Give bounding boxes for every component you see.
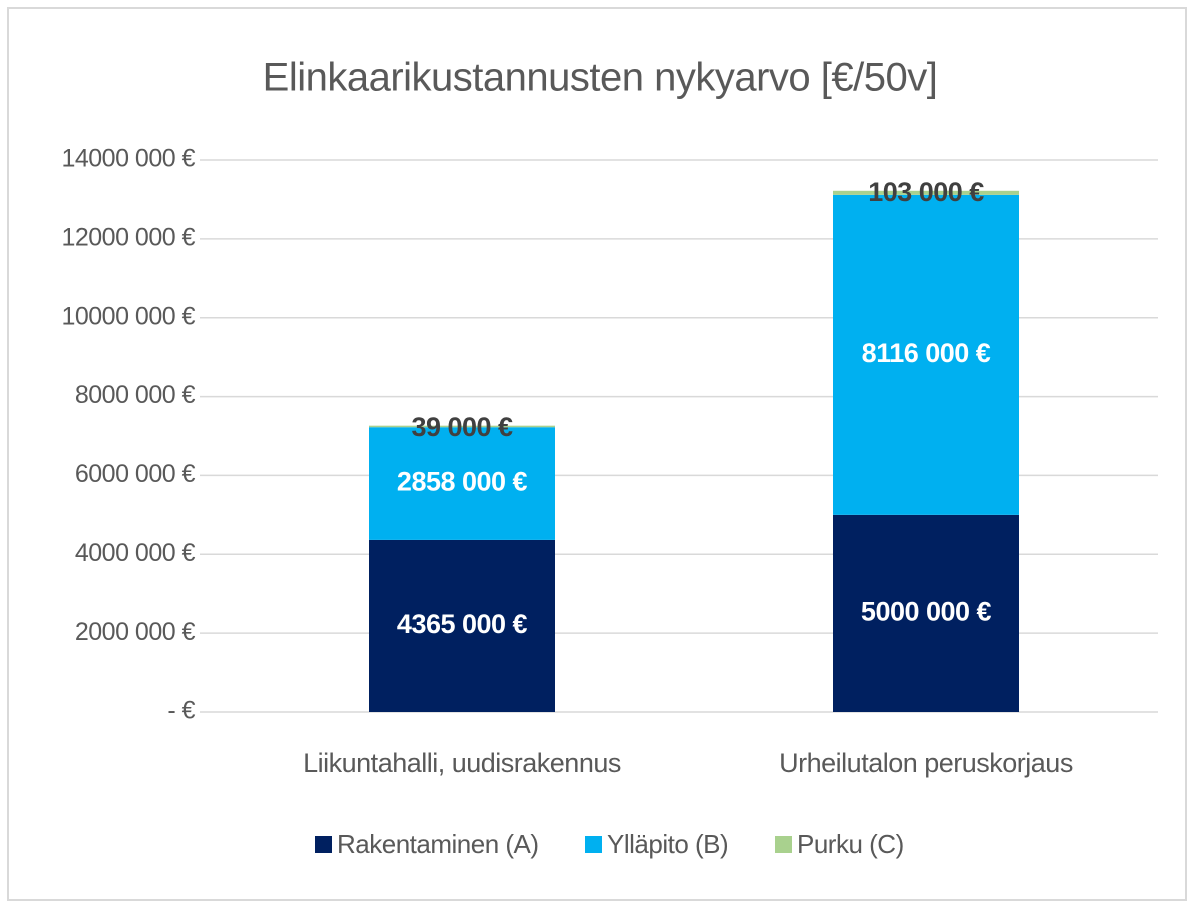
value-label: 2858 000 € [397, 467, 528, 497]
y-tick-label: 14000 000 € [61, 145, 195, 173]
bar-segment [369, 539, 555, 712]
value-label: 39 000 € [411, 412, 513, 442]
y-tick-label: - € [167, 697, 195, 725]
legend-label: Ylläpito (B) [607, 829, 728, 859]
bar-segment [369, 425, 555, 428]
bar-segment [833, 190, 1019, 195]
legend-label: Purku (C) [797, 829, 904, 859]
value-label: 8116 000 € [862, 338, 991, 368]
bar-segment [833, 194, 1019, 515]
value-label: 4365 000 € [397, 609, 528, 639]
legend-swatch [775, 836, 792, 853]
x-tick-label: Urheilutalon peruskorjaus [779, 748, 1073, 778]
bar-segment [369, 427, 555, 540]
legend-swatch [315, 836, 332, 853]
y-tick-label: 2000 000 € [75, 618, 196, 646]
y-tick-label: 6000 000 € [75, 460, 196, 488]
y-tick-label: 8000 000 € [75, 381, 196, 409]
chart-title: Elinkaarikustannusten nykyarvo [€/50v] [263, 56, 938, 100]
value-label: 103 000 € [868, 177, 984, 207]
legend-label: Rakentaminen (A) [337, 829, 539, 859]
legend-swatch [585, 836, 602, 853]
bar-segment [833, 514, 1019, 712]
y-tick-label: 12000 000 € [61, 223, 195, 251]
x-tick-label: Liikuntahalli, uudisrakennus [303, 748, 621, 778]
y-tick-label: 10000 000 € [61, 302, 195, 330]
value-label: 5000 000 € [861, 597, 992, 627]
y-tick-label: 4000 000 € [75, 539, 196, 567]
